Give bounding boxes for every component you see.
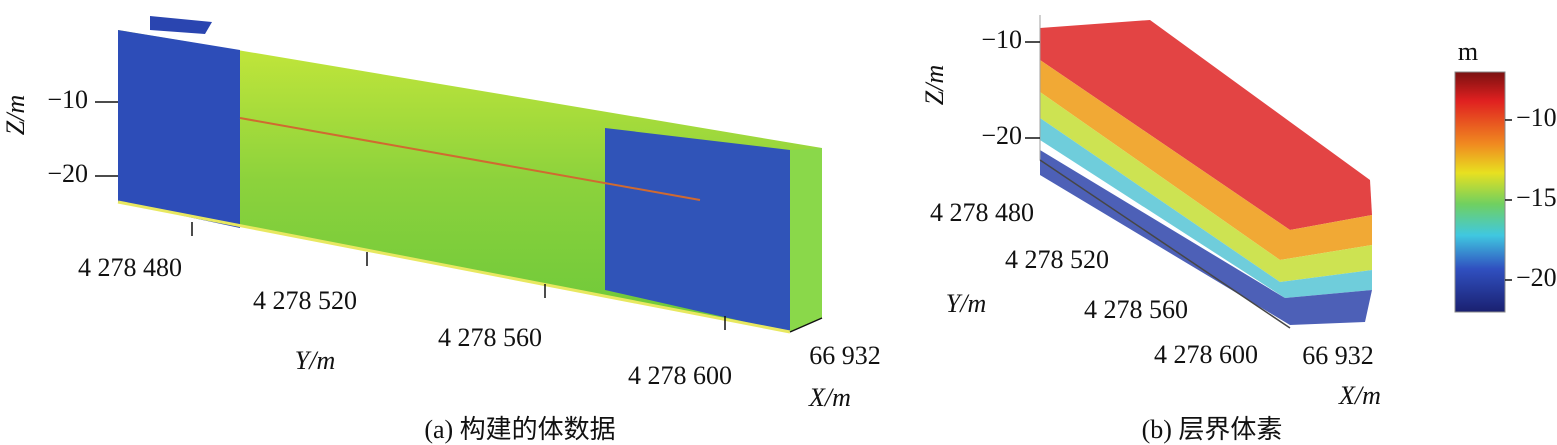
y-tick-label: 4 278 480 bbox=[78, 253, 182, 282]
z-axis-label: Z/m bbox=[1, 95, 30, 135]
colorbar-tick-label: −15 bbox=[1516, 183, 1557, 212]
voxel-layers bbox=[1039, 15, 1372, 329]
y-tick-label: 4 278 560 bbox=[438, 323, 542, 352]
caption: (a) 构建的体数据 bbox=[424, 415, 615, 444]
z-tick-label: −10 bbox=[981, 25, 1022, 54]
y-tick-label: 4 278 560 bbox=[1084, 295, 1188, 324]
y-tick-label: 4 278 600 bbox=[628, 361, 732, 390]
y-tick-label: 4 278 480 bbox=[930, 198, 1034, 227]
y-tick-label: 4 278 520 bbox=[253, 286, 357, 315]
volume-render bbox=[117, 16, 822, 334]
colorbar-tick-label: −10 bbox=[1516, 103, 1557, 132]
caption: (b) 层界体素 bbox=[1142, 415, 1283, 444]
z-tick-label: −20 bbox=[47, 159, 88, 188]
colorbar-unit: m bbox=[1458, 37, 1478, 66]
x-axis-label: X/m bbox=[1338, 381, 1381, 410]
y-tick-label: 4 278 520 bbox=[1005, 245, 1109, 274]
y-tick-label: 4 278 600 bbox=[1154, 340, 1258, 369]
x-tick-label: 66 932 bbox=[809, 341, 881, 370]
colorbar bbox=[1454, 71, 1506, 313]
x-tick-label: 66 932 bbox=[1302, 341, 1374, 370]
z-tick-label: −20 bbox=[981, 121, 1022, 150]
x-axis-label: X/m bbox=[808, 383, 851, 412]
y-axis-label: Y/m bbox=[295, 346, 335, 375]
y-axis-label: Y/m bbox=[946, 289, 986, 318]
axis-line bbox=[789, 317, 823, 333]
z-axis-label: Z/m bbox=[920, 65, 949, 105]
z-tick-label: −10 bbox=[47, 85, 88, 114]
colorbar-tick-label: −20 bbox=[1516, 263, 1557, 292]
